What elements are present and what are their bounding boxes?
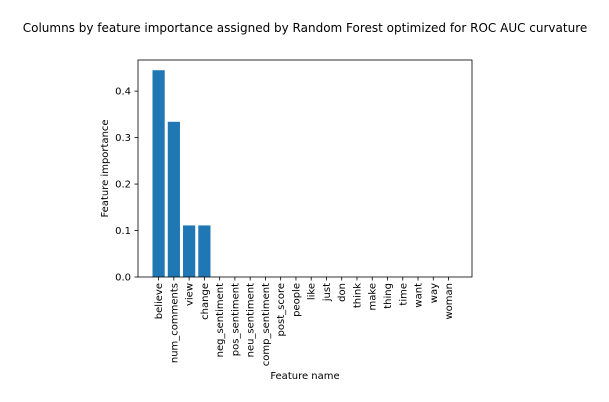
x-tick-label: neu_sentiment <box>246 283 257 357</box>
bar-change <box>198 225 211 277</box>
x-tick-label: post_score <box>276 283 287 336</box>
bar-view <box>183 225 196 277</box>
x-tick-label: change <box>200 283 211 320</box>
x-tick-label: pos_sentiment <box>230 283 241 356</box>
x-tick-label: people <box>291 283 302 317</box>
x-axis-ticks: believe num_comments view change neg_sentime… <box>154 277 455 366</box>
x-tick-label: view <box>185 283 196 306</box>
y-tick-label: 0.4 <box>115 87 131 98</box>
bars-group <box>152 70 211 277</box>
x-tick-label: way <box>429 283 440 303</box>
bar-believe <box>152 70 165 277</box>
x-tick-label: don <box>337 283 348 302</box>
x-tick-label: think <box>352 283 363 308</box>
x-tick-label: time <box>398 283 409 306</box>
x-tick-label: thing <box>383 283 394 309</box>
y-tick-label: 0.0 <box>115 273 131 284</box>
bar-num_comments <box>167 121 180 277</box>
x-tick-label: comp_sentiment <box>261 283 272 366</box>
x-tick-label: make <box>368 283 379 310</box>
x-tick-label: believe <box>154 283 165 319</box>
y-tick-label: 0.2 <box>115 180 131 191</box>
x-axis-label: Feature name <box>270 371 339 382</box>
x-tick-label: neg_sentiment <box>215 283 226 357</box>
x-tick-label: like <box>307 283 318 300</box>
x-tick-label: want <box>414 283 425 308</box>
y-axis-label: Feature importance <box>100 119 111 217</box>
plot-frame <box>137 59 473 278</box>
y-tick-label: 0.3 <box>115 133 131 144</box>
chart-title: Columns by feature importance assigned b… <box>23 21 588 35</box>
y-tick-label: 0.1 <box>115 226 131 237</box>
x-tick-label: just <box>322 283 333 302</box>
x-tick-label: num_comments <box>169 283 180 363</box>
x-tick-label: woman <box>444 283 455 320</box>
y-axis-ticks: 0.0 0.1 0.2 0.3 0.4 <box>115 87 138 284</box>
